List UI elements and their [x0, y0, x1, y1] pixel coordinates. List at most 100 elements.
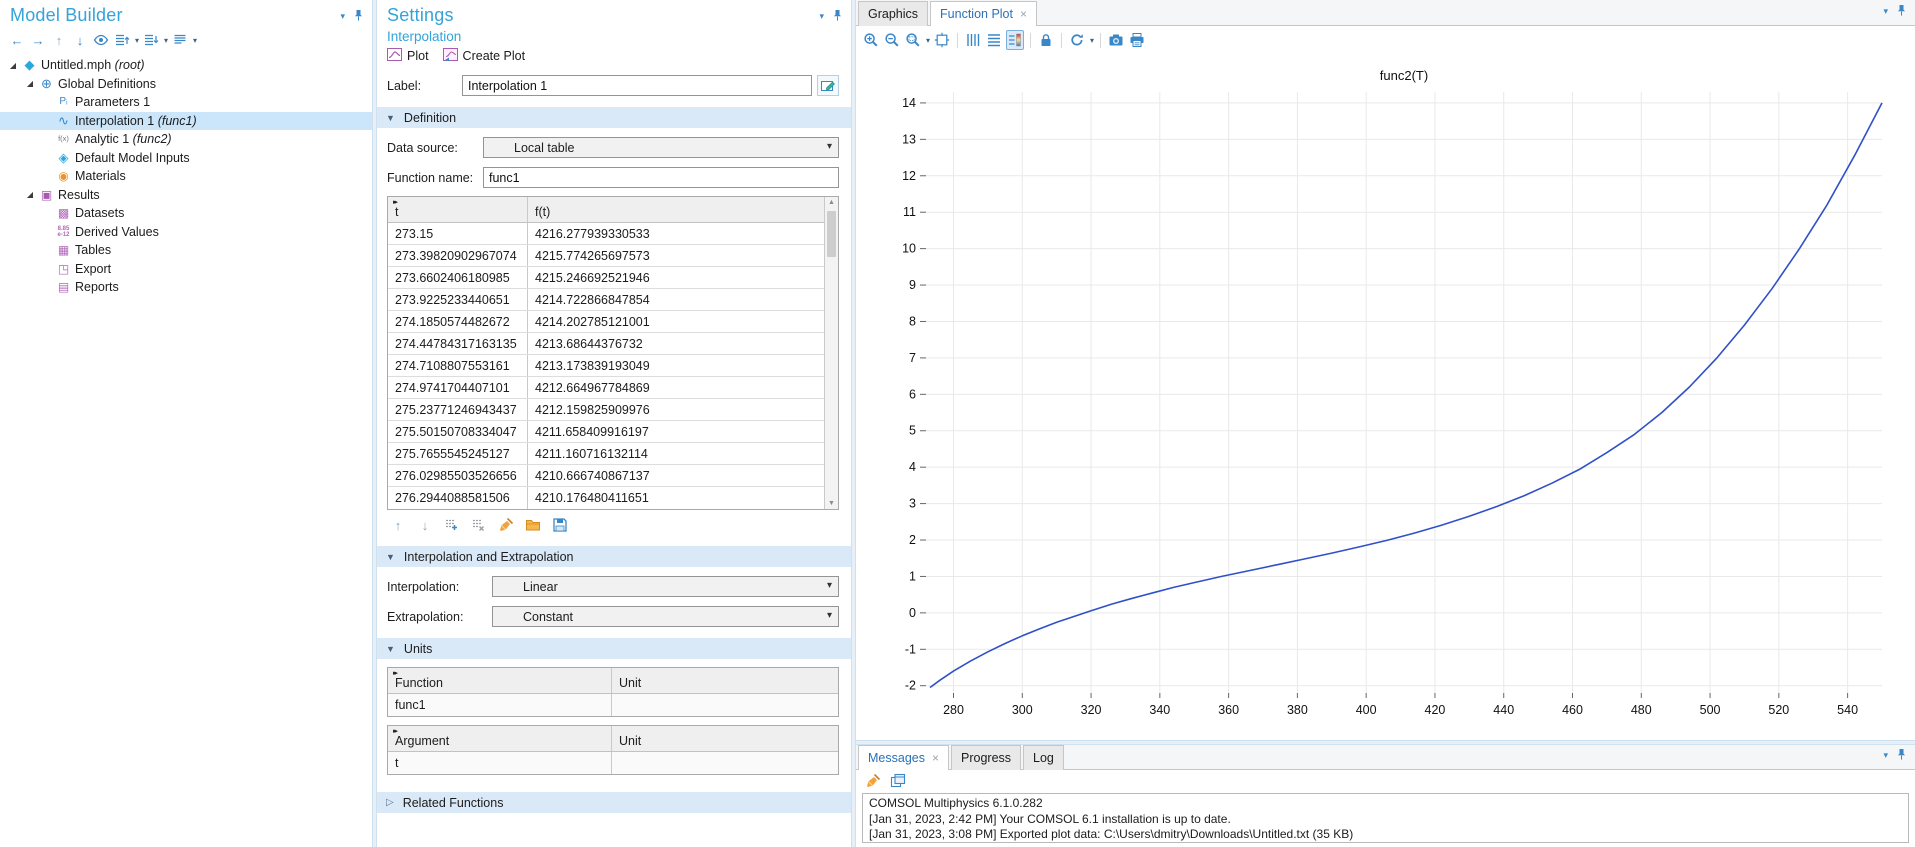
zoom-extents-icon[interactable] [933, 30, 951, 50]
expand-down-menu-caret-icon[interactable]: ▾ [164, 36, 168, 45]
close-tab-icon[interactable]: × [932, 751, 939, 765]
x-grid-icon[interactable] [964, 30, 982, 50]
tree-item-tables[interactable]: ▦Tables [0, 241, 372, 260]
tree-item-global-definitions[interactable]: ◢⊕Global Definitions [0, 75, 372, 94]
function-unit-cell[interactable] [612, 694, 838, 716]
cell-t[interactable]: 273.6602406180985 [388, 267, 528, 288]
columns-menu-caret-icon[interactable]: ▾ [193, 36, 197, 45]
cell-t[interactable]: 274.7108807553161 [388, 355, 528, 376]
tree-item-default-model-inputs[interactable]: ◈Default Model Inputs [0, 149, 372, 168]
plot-canvas[interactable]: 2803003203403603804004204404604805005205… [856, 54, 1915, 740]
camera-icon[interactable] [1107, 30, 1125, 50]
add-row-icon[interactable] [443, 515, 461, 535]
scroll-down-icon[interactable]: ▼ [828, 500, 835, 507]
y-grid-icon[interactable] [985, 30, 1003, 50]
data-source-combo[interactable]: Local table [483, 137, 839, 158]
cell-ft[interactable]: 4213.68644376732 [528, 333, 824, 354]
function-plot[interactable]: 2803003203403603804004204404604805005205… [856, 54, 1915, 740]
cell-ft[interactable]: 4212.159825909976 [528, 399, 824, 420]
cell-t[interactable]: 276.2944088581506 [388, 487, 528, 509]
expand-down-icon[interactable] [142, 30, 160, 50]
rename-label-button[interactable] [817, 75, 839, 96]
cell-ft[interactable]: 4210.666740867137 [528, 465, 824, 486]
cell-t[interactable]: 273.15 [388, 223, 528, 244]
cell-ft[interactable]: 4214.202785121001 [528, 311, 824, 332]
tree-item-untitled-mph[interactable]: ◢◆Untitled.mph (root) [0, 56, 372, 75]
expand-up-icon[interactable] [113, 30, 131, 50]
cell-ft[interactable]: 4216.277939330533 [528, 223, 824, 244]
section-units[interactable]: ▼ Units [377, 638, 851, 659]
cell-t[interactable]: 275.50150708334047 [388, 421, 528, 442]
expand-toggle-icon[interactable]: ◢ [23, 190, 37, 199]
tree-item-reports[interactable]: ▤Reports [0, 278, 372, 297]
messages-pin-icon[interactable] [1896, 748, 1907, 763]
zoom-in-icon[interactable] [862, 30, 880, 50]
plot-button[interactable]: Plot [387, 48, 429, 64]
expand-toggle-icon[interactable]: ◢ [23, 79, 37, 88]
function-name-input[interactable] [483, 167, 839, 188]
save-table-icon[interactable] [551, 515, 569, 535]
refresh-icon[interactable] [1068, 30, 1086, 50]
cell-ft[interactable]: 4213.173839193049 [528, 355, 824, 376]
row-up-icon[interactable]: ↑ [389, 515, 407, 535]
copy-messages-icon[interactable] [889, 771, 907, 791]
label-input[interactable] [462, 75, 812, 96]
move-down-icon[interactable]: ↓ [71, 30, 89, 50]
tree-item-derived-values[interactable]: 8.85e-12Derived Values [0, 223, 372, 242]
clear-table-icon[interactable] [497, 515, 515, 535]
delete-row-icon[interactable] [470, 515, 488, 535]
tree-item-results[interactable]: ◢▣Results [0, 186, 372, 205]
create-plot-button[interactable]: Create Plot [443, 48, 526, 64]
tab-log[interactable]: Log [1023, 745, 1064, 770]
section-definition[interactable]: ▼ Definition [377, 107, 851, 128]
cell-ft[interactable]: 4214.722866847854 [528, 289, 824, 310]
load-table-icon[interactable] [524, 515, 542, 535]
zoom-out-icon[interactable] [883, 30, 901, 50]
tree-item-analytic-1[interactable]: f(x)Analytic 1 (func2) [0, 130, 372, 149]
tab-graphics[interactable]: Graphics [858, 1, 928, 26]
extrapolation-combo[interactable]: Constant [492, 606, 839, 627]
tab-messages[interactable]: Messages× [858, 745, 949, 770]
cell-t[interactable]: 274.1850574482672 [388, 311, 528, 332]
settings-menu-caret-icon[interactable]: ▾ [819, 12, 824, 21]
scrollbar-thumb[interactable] [827, 211, 836, 257]
nav-forward-icon[interactable]: → [29, 30, 47, 50]
tree-item-interpolation-1[interactable]: ∿Interpolation 1 (func1) [0, 112, 372, 131]
tree-item-materials[interactable]: ◉Materials [0, 167, 372, 186]
cell-ft[interactable]: 4211.658409916197 [528, 421, 824, 442]
clear-messages-icon[interactable] [864, 771, 882, 791]
section-interpolation[interactable]: ▼ Interpolation and Extrapolation [377, 546, 851, 567]
cell-t[interactable]: 273.9225233440651 [388, 289, 528, 310]
argument-unit-cell[interactable] [612, 752, 838, 774]
cell-ft[interactable]: 4215.774265697573 [528, 245, 824, 266]
cell-t[interactable]: 275.7655545245127 [388, 443, 528, 464]
column-header-ft[interactable]: f(t) [528, 197, 824, 222]
argument-cell[interactable]: t [388, 752, 612, 774]
tree-item-parameters-1[interactable]: PᵢParameters 1 [0, 93, 372, 112]
print-icon[interactable] [1128, 30, 1146, 50]
scroll-up-icon[interactable]: ▲ [828, 199, 835, 206]
cell-t[interactable]: 273.39820902967074 [388, 245, 528, 266]
row-down-icon[interactable]: ↓ [416, 515, 434, 535]
lock-icon[interactable] [1037, 30, 1055, 50]
show-icon[interactable] [92, 30, 110, 50]
move-up-icon[interactable]: ↑ [50, 30, 68, 50]
zoom-box-menu-caret-icon[interactable]: ▾ [926, 36, 930, 45]
columns-icon[interactable] [171, 30, 189, 50]
zoom-box-icon[interactable] [904, 30, 922, 50]
expand-toggle-icon[interactable]: ◢ [6, 61, 20, 70]
nav-back-icon[interactable]: ← [8, 30, 26, 50]
graphics-pin-icon[interactable] [1896, 4, 1907, 19]
cell-t[interactable]: 274.44784317163135 [388, 333, 528, 354]
tree-item-datasets[interactable]: ▩Datasets [0, 204, 372, 223]
refresh-menu-caret-icon[interactable]: ▾ [1090, 36, 1094, 45]
panel-menu-caret-icon[interactable]: ▾ [340, 12, 345, 21]
cell-t[interactable]: 275.23771246943437 [388, 399, 528, 420]
interpolation-combo[interactable]: Linear [492, 576, 839, 597]
function-cell[interactable]: func1 [388, 694, 612, 716]
cell-ft[interactable]: 4212.664967784869 [528, 377, 824, 398]
argument-column-header[interactable]: ▸▸ Argument [388, 726, 612, 751]
tab-progress[interactable]: Progress [951, 745, 1021, 770]
cell-ft[interactable]: 4211.160716132114 [528, 443, 824, 464]
tab-function-plot[interactable]: Function Plot× [930, 1, 1037, 26]
